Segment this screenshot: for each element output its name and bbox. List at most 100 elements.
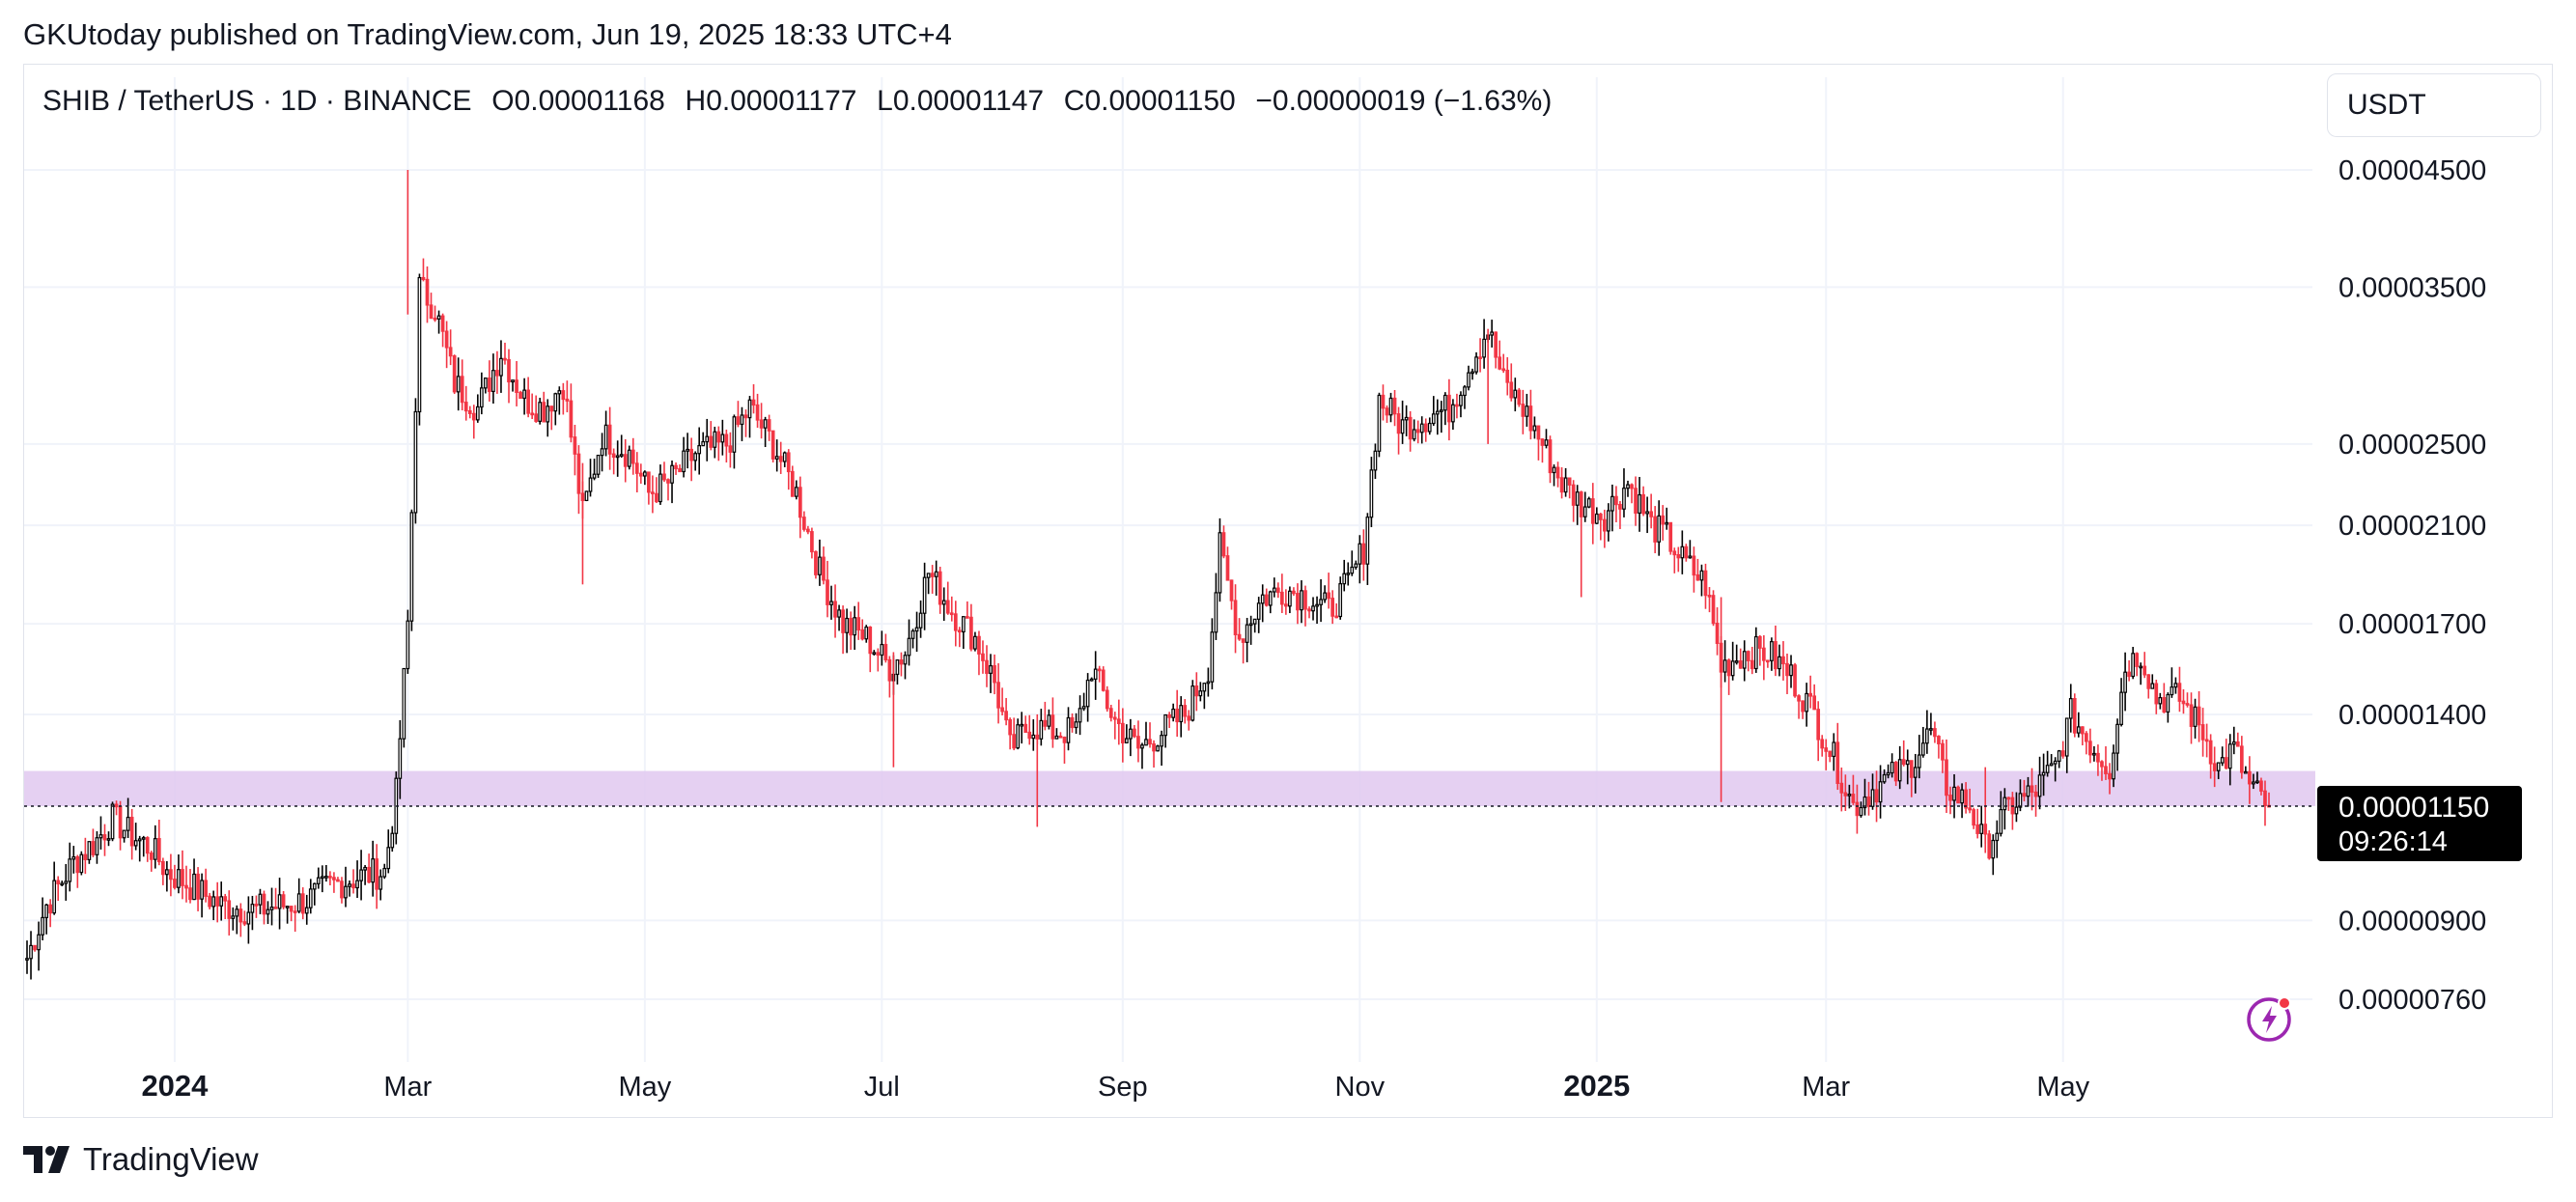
candle-body bbox=[903, 655, 908, 665]
candle bbox=[1016, 718, 1021, 750]
candle-body bbox=[475, 405, 480, 421]
candle bbox=[332, 872, 336, 893]
candle-body bbox=[1598, 513, 1603, 520]
candle bbox=[1412, 419, 1416, 442]
candle-body bbox=[2041, 771, 2046, 776]
candle-body bbox=[1494, 331, 1498, 358]
candle bbox=[1638, 477, 1641, 532]
candle bbox=[1225, 546, 1230, 581]
candle bbox=[1525, 393, 1529, 427]
candle bbox=[1194, 672, 1199, 712]
candle bbox=[1937, 735, 1941, 759]
candle bbox=[425, 266, 430, 323]
candle-body bbox=[145, 837, 150, 854]
candle-body bbox=[1797, 695, 1801, 702]
candle bbox=[647, 471, 651, 505]
candle bbox=[2208, 734, 2213, 779]
candle-body bbox=[71, 855, 76, 860]
candle bbox=[2212, 746, 2217, 788]
candle bbox=[246, 896, 251, 944]
candle bbox=[1801, 700, 1805, 719]
candle bbox=[1870, 773, 1875, 810]
candle bbox=[670, 460, 674, 504]
candle-body bbox=[192, 873, 196, 901]
candle-body bbox=[588, 477, 593, 492]
candle-body bbox=[2057, 750, 2061, 763]
candle bbox=[1498, 340, 1502, 371]
candle bbox=[1101, 666, 1106, 692]
brand-label: TradingView bbox=[83, 1141, 259, 1177]
candle-body bbox=[122, 829, 126, 839]
candle-body bbox=[1210, 631, 1215, 683]
last-price-tag: 0.00001150 09:26:14 bbox=[2317, 786, 2522, 861]
candle bbox=[95, 831, 99, 864]
candle-body bbox=[1342, 573, 1347, 585]
candle-body bbox=[181, 869, 184, 886]
candle-body bbox=[2173, 683, 2178, 688]
candle bbox=[262, 890, 266, 925]
candle bbox=[250, 895, 255, 931]
candle-body bbox=[1381, 394, 1386, 409]
candle-body bbox=[211, 896, 216, 908]
candle-body bbox=[1474, 356, 1478, 373]
candle-body bbox=[1000, 707, 1004, 713]
candle-body bbox=[2002, 797, 2007, 811]
candle bbox=[2014, 792, 2019, 823]
candle bbox=[1346, 562, 1351, 586]
candle-body bbox=[1012, 734, 1017, 749]
candle bbox=[33, 944, 37, 952]
candle-body bbox=[522, 389, 526, 400]
candle bbox=[1093, 651, 1098, 700]
candle bbox=[732, 414, 737, 469]
candle bbox=[1210, 618, 1215, 690]
candle-body bbox=[1190, 685, 1195, 721]
candle bbox=[1634, 476, 1638, 526]
candle-body bbox=[802, 517, 806, 530]
legend-symbol[interactable]: SHIB / TetherUS · 1D · BINANCE bbox=[42, 85, 472, 117]
candle bbox=[456, 357, 461, 411]
candle bbox=[1909, 760, 1914, 797]
candle-body bbox=[1187, 715, 1191, 721]
candle-body bbox=[918, 612, 923, 629]
candle-body bbox=[2189, 704, 2194, 727]
candle-body bbox=[98, 834, 103, 839]
candle-body bbox=[2216, 762, 2221, 771]
currency-button[interactable]: USDT bbox=[2327, 73, 2541, 137]
candle bbox=[1855, 784, 1860, 834]
candle bbox=[1467, 365, 1470, 391]
tradingview-brand[interactable]: TradingView bbox=[23, 1141, 259, 1178]
candle bbox=[826, 560, 829, 618]
candle-body bbox=[1766, 659, 1770, 663]
candle bbox=[1039, 709, 1044, 746]
candle-body bbox=[406, 620, 410, 670]
candle bbox=[619, 434, 624, 459]
candle-body bbox=[1528, 405, 1533, 432]
candle-body bbox=[701, 440, 706, 447]
flash-icon[interactable] bbox=[2246, 994, 2294, 1043]
candle bbox=[320, 865, 324, 893]
candle bbox=[1443, 392, 1447, 426]
candle-body bbox=[1252, 618, 1257, 625]
candle-body bbox=[2014, 806, 2019, 815]
candle bbox=[2104, 745, 2108, 780]
candle-body bbox=[2158, 697, 2163, 705]
candle-body bbox=[2006, 797, 2011, 800]
candle bbox=[1603, 509, 1607, 548]
candle bbox=[588, 459, 593, 497]
candle bbox=[1050, 697, 1055, 748]
candle-body bbox=[1264, 594, 1269, 606]
candle bbox=[378, 869, 383, 901]
candle-body bbox=[351, 883, 355, 889]
candle bbox=[1350, 550, 1355, 576]
candle-body bbox=[1746, 651, 1750, 661]
candle-body bbox=[463, 402, 468, 412]
candle bbox=[930, 565, 935, 594]
candle-body bbox=[1369, 469, 1374, 518]
candle-body bbox=[966, 616, 969, 619]
candle bbox=[522, 377, 526, 415]
candle-body bbox=[1404, 416, 1409, 421]
candle-body bbox=[1202, 683, 1207, 692]
candle-body bbox=[814, 550, 818, 575]
candle bbox=[914, 611, 919, 653]
